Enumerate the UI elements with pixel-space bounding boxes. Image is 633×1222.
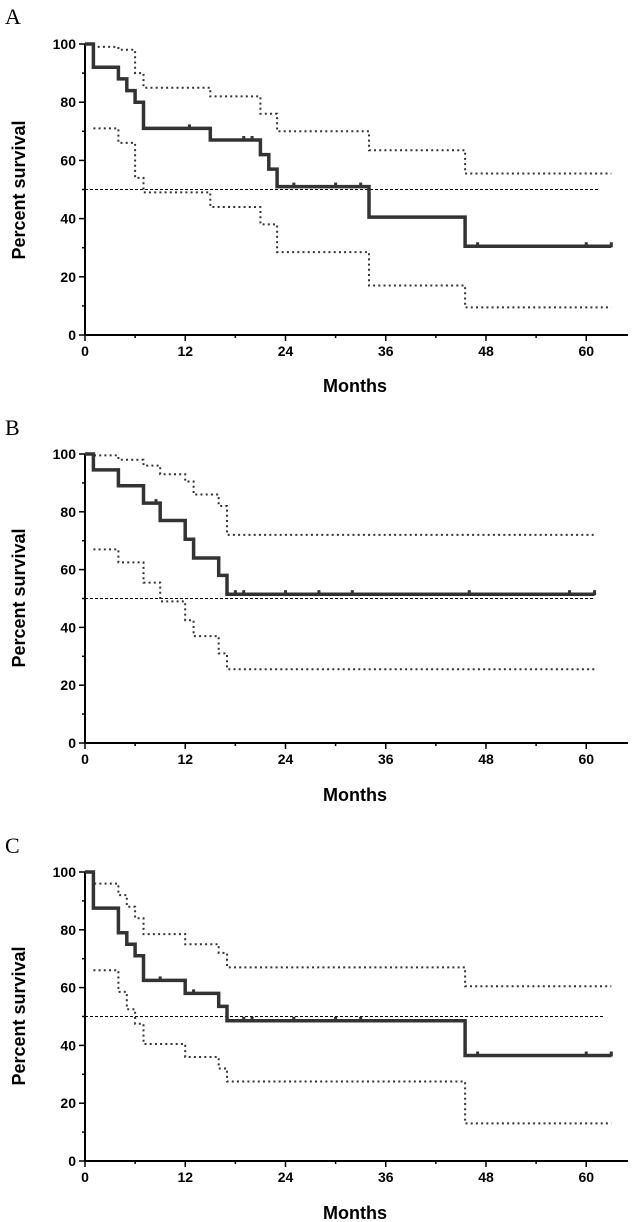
y-tick-label: 100 [53, 36, 77, 52]
x-tick-label: 24 [278, 343, 294, 359]
x-tick-label: 36 [378, 751, 394, 767]
x-axis-title: Months [323, 376, 387, 396]
x-tick-label: 24 [278, 1169, 294, 1185]
x-tick-label: 24 [278, 751, 294, 767]
y-axis-title: Percent survival [9, 946, 29, 1085]
x-tick-label: 60 [578, 1169, 594, 1185]
upper-ci-line [85, 871, 612, 988]
y-axis-title: Percent survival [9, 528, 29, 667]
y-tick-label: 20 [60, 1095, 76, 1111]
y-axis-title: Percent survival [9, 120, 29, 259]
upper-ci-line [85, 453, 595, 536]
survival-step-line [85, 452, 595, 596]
x-tick-label: 36 [378, 1169, 394, 1185]
y-tick-label: 0 [68, 1153, 76, 1169]
x-tick-label: 36 [378, 343, 394, 359]
panel-a: A Percent survival Months 0 20 40 60 80 100 0 1… [5, 4, 628, 396]
y-tick-label: 100 [53, 446, 77, 462]
x-tick-label: 0 [81, 1169, 89, 1185]
panel-letter: A [5, 4, 21, 29]
panel-b: B Percent survival Months 0 20 40 60 80 100 0 1… [5, 415, 628, 805]
x-tick-label: 60 [578, 343, 594, 359]
x-axis-title: Months [323, 785, 387, 805]
panel-letter: C [5, 833, 20, 858]
y-tick-label: 0 [68, 327, 76, 343]
y-tick-label: 60 [60, 562, 76, 578]
y-tick-label: 100 [53, 864, 77, 880]
y-tick-label: 80 [60, 94, 76, 110]
y-tick-label: 20 [60, 269, 76, 285]
y-tick-label: 20 [60, 677, 76, 693]
lower-ci-line [93, 127, 612, 309]
x-tick-label: 48 [478, 1169, 494, 1185]
x-tick-label: 60 [578, 751, 594, 767]
y-tick-label: 80 [60, 504, 76, 520]
y-tick-label: 80 [60, 922, 76, 938]
lower-ci-line [93, 969, 612, 1125]
upper-ci-line [85, 43, 612, 175]
y-tick-label: 60 [60, 980, 76, 996]
survival-step-line [85, 870, 612, 1058]
y-tick-label: 40 [60, 211, 76, 227]
panel-letter: B [5, 415, 20, 440]
y-tick-label: 0 [68, 735, 76, 751]
lower-ci-line [93, 548, 595, 671]
x-tick-label: 12 [177, 343, 193, 359]
x-tick-label: 12 [177, 751, 193, 767]
y-tick-label: 40 [60, 1037, 76, 1053]
x-tick-label: 48 [478, 751, 494, 767]
x-tick-label: 0 [81, 751, 89, 767]
y-tick-label: 60 [60, 152, 76, 168]
x-tick-label: 0 [81, 343, 89, 359]
y-tick-label: 40 [60, 619, 76, 635]
panel-c: C Percent survival Months 0 20 40 60 80 100 0 1… [5, 833, 628, 1222]
x-axis-title: Months [323, 1203, 387, 1222]
x-tick-label: 48 [478, 343, 494, 359]
x-tick-label: 12 [177, 1169, 193, 1185]
survival-step-line [85, 42, 612, 248]
